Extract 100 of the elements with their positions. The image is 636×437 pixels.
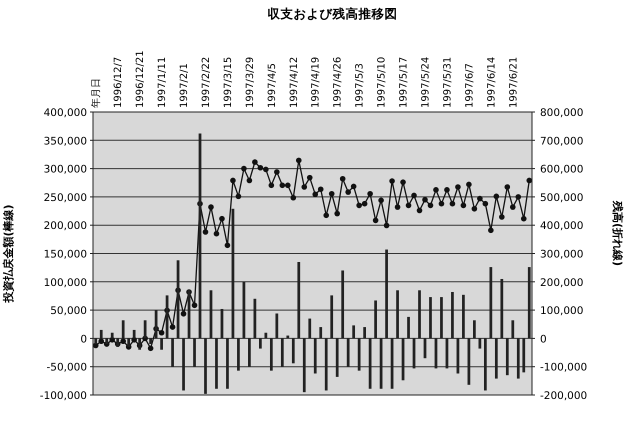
- y-tick-label: 400,000: [44, 107, 87, 119]
- bar: [297, 262, 300, 338]
- y2-axis-title: 残高(折れ線): [611, 200, 624, 266]
- y-tick-label: 0: [80, 333, 87, 346]
- y2-tick-label: 0: [540, 333, 547, 346]
- bar: [182, 338, 185, 390]
- x-tick-label: 1997/5/24: [420, 56, 432, 108]
- bar: [286, 336, 290, 338]
- bar: [270, 338, 273, 371]
- bar: [412, 338, 416, 368]
- y-tick-label: -100,000: [40, 390, 87, 402]
- bar: [434, 338, 438, 368]
- x-tick-label: 1997/3/29: [244, 56, 256, 108]
- bar: [215, 338, 218, 389]
- bar: [319, 327, 322, 338]
- bar: [363, 327, 366, 338]
- bar: [330, 295, 334, 338]
- y2-tick-label: 200,000: [540, 276, 584, 289]
- x-tick-label: 1997/1/11: [157, 56, 168, 108]
- bar: [506, 338, 509, 376]
- chart-title: 収支および残高推移図: [268, 6, 398, 21]
- bar: [346, 338, 350, 367]
- bar: [522, 338, 526, 372]
- bar: [264, 332, 268, 338]
- bar: [292, 338, 295, 364]
- bar: [440, 297, 443, 338]
- bar: [352, 325, 356, 338]
- bar: [374, 300, 377, 338]
- bar: [500, 278, 504, 338]
- x-tick-label: 1996/12/21: [135, 50, 146, 108]
- x-tick-label: 1997/3/15: [222, 56, 234, 108]
- bar: [166, 295, 168, 338]
- y-tick-label: 300,000: [44, 164, 87, 176]
- bar: [254, 298, 256, 338]
- bar: [390, 338, 394, 389]
- x-tick-label: 1997/4/26: [332, 56, 344, 108]
- bar: [336, 338, 339, 377]
- bar: [308, 318, 312, 338]
- bar: [154, 310, 158, 338]
- y-tick-label: 50,000: [50, 305, 87, 318]
- bar: [171, 338, 174, 367]
- bar: [429, 297, 432, 338]
- bar: [368, 338, 372, 389]
- bar: [489, 267, 492, 338]
- y-tick-label: 100,000: [44, 276, 87, 289]
- y2-tick-label: 500,000: [540, 192, 584, 204]
- x-tick-label: 1997/5/31: [442, 56, 454, 108]
- bar: [468, 338, 470, 385]
- bar: [424, 338, 426, 358]
- y2-tick-label: 700,000: [540, 135, 584, 148]
- bar: [188, 290, 190, 338]
- bar: [473, 320, 476, 338]
- bar: [341, 270, 344, 338]
- bar: [226, 338, 229, 389]
- x-tick-label: 1997/4/12: [288, 56, 300, 108]
- bar: [280, 338, 284, 367]
- y2-tick-label: -100,000: [540, 362, 588, 374]
- bar: [220, 308, 224, 338]
- y2-tick-label: -200,000: [540, 390, 588, 402]
- bar: [314, 338, 317, 374]
- bar: [385, 250, 388, 338]
- bar: [302, 338, 306, 392]
- x-tick-label: 1997/5/3: [354, 63, 366, 108]
- y2-tick-label: 300,000: [540, 248, 584, 260]
- x-tick-label: 年月日: [90, 78, 102, 108]
- bar: [451, 292, 454, 338]
- bar: [210, 290, 212, 338]
- bar: [407, 316, 410, 338]
- bar: [198, 134, 202, 338]
- y-tick-label: -50,000: [46, 362, 87, 374]
- bar: [494, 338, 498, 379]
- bar: [418, 290, 421, 338]
- bar: [516, 338, 520, 379]
- y2-tick-label: 400,000: [540, 220, 584, 232]
- bar: [176, 260, 180, 338]
- y-tick-label: 200,000: [44, 220, 87, 232]
- bar: [160, 338, 163, 350]
- x-tick-label: 1996/12/7: [113, 56, 124, 108]
- x-tick-label: 1997/2/1: [179, 63, 190, 108]
- x-tick-label: 1997/2/22: [200, 56, 212, 108]
- x-tick-label: 1997/6/14: [486, 56, 498, 108]
- bar: [462, 294, 465, 338]
- bar: [275, 313, 278, 338]
- bar: [324, 338, 328, 390]
- x-tick-label: 1997/5/10: [376, 56, 388, 108]
- bar: [456, 338, 460, 374]
- bar: [402, 338, 404, 380]
- bar: [358, 338, 361, 371]
- bar: [446, 338, 448, 368]
- x-tick-label: 1997/5/17: [398, 56, 410, 108]
- x-tick-label: 1997/6/7: [464, 63, 476, 108]
- y2-tick-label: 800,000: [540, 107, 584, 119]
- y-tick-label: 350,000: [44, 135, 87, 148]
- bar: [484, 338, 487, 390]
- x-tick-label: 1997/6/21: [508, 56, 520, 108]
- x-tick-label: 1997/4/5: [266, 63, 278, 108]
- y-axis-title: 投資払戻金額(棒線): [2, 204, 15, 304]
- bar: [232, 208, 234, 338]
- x-tick-label: 1997/4/19: [310, 56, 322, 108]
- bar: [193, 338, 196, 367]
